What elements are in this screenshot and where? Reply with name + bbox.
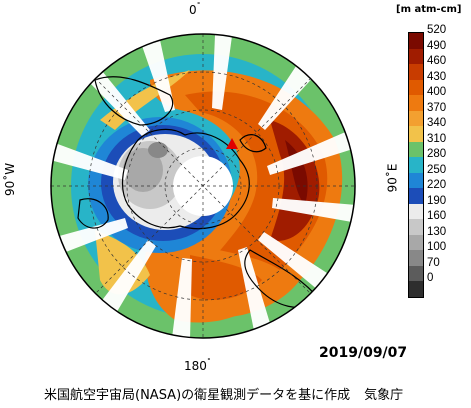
legend-swatch	[409, 172, 423, 188]
legend-swatch	[409, 188, 423, 204]
legend-swatch	[409, 110, 423, 126]
legend-swatch	[409, 95, 423, 111]
station-marker-icon	[226, 138, 238, 149]
legend-level-label: 370	[427, 101, 447, 114]
legend-swatch	[409, 157, 423, 173]
legend-swatch	[409, 48, 423, 64]
color-legend	[408, 32, 424, 298]
legend-units: [m atm-cm]	[396, 4, 462, 15]
legend-level-label: 340	[427, 117, 447, 129]
legend-level-label: 490	[427, 39, 447, 52]
legend-level-label: 100	[427, 241, 447, 253]
agency-name: 気象庁	[364, 388, 404, 403]
legend-level-label: 280	[427, 148, 447, 160]
legend-level-label: 190	[427, 194, 447, 207]
legend-level-label: 70	[427, 256, 440, 269]
caption-text: 米国航空宇宙局(NASA)の衛星観測データを基に作成	[44, 388, 351, 403]
legend-swatch	[409, 203, 423, 219]
longitude-label-bottom: 180˚	[184, 358, 211, 373]
legend-swatch	[409, 33, 423, 49]
longitude-label-left: 90˚W	[3, 162, 17, 196]
legend-swatch	[409, 265, 423, 281]
ozone-field	[51, 34, 355, 338]
legend-level-label: 520	[427, 24, 447, 36]
data-gap-swaths	[51, 35, 355, 338]
legend-level-label: 130	[427, 225, 447, 238]
legend-level-label: 310	[427, 132, 447, 145]
legend-swatch	[409, 219, 423, 235]
legend-level-label: 250	[427, 163, 447, 176]
legend-swatch	[409, 234, 423, 250]
observation-date: 2019/09/07	[319, 345, 408, 361]
legend-level-label: 430	[427, 70, 447, 83]
legend-level-label: 460	[427, 55, 447, 67]
longitude-label-right: 90˚E	[385, 163, 400, 193]
legend-swatch	[409, 281, 423, 297]
legend-swatch	[409, 141, 423, 157]
legend-swatch	[409, 64, 423, 80]
legend-swatch	[409, 126, 423, 142]
legend-swatch	[409, 250, 423, 266]
legend-level-label: 400	[427, 86, 447, 98]
map-boundary	[50, 33, 356, 339]
legend-level-label: 160	[427, 210, 447, 222]
legend-level-label: 0	[427, 272, 434, 284]
legend-level-label: 220	[427, 179, 447, 191]
meridian-lines	[51, 34, 355, 338]
caption: 米国航空宇宙局(NASA)の衛星観測データを基に作成 気象庁	[44, 384, 403, 403]
longitude-label-top: 0˚	[189, 2, 201, 17]
legend-swatch	[409, 79, 423, 95]
